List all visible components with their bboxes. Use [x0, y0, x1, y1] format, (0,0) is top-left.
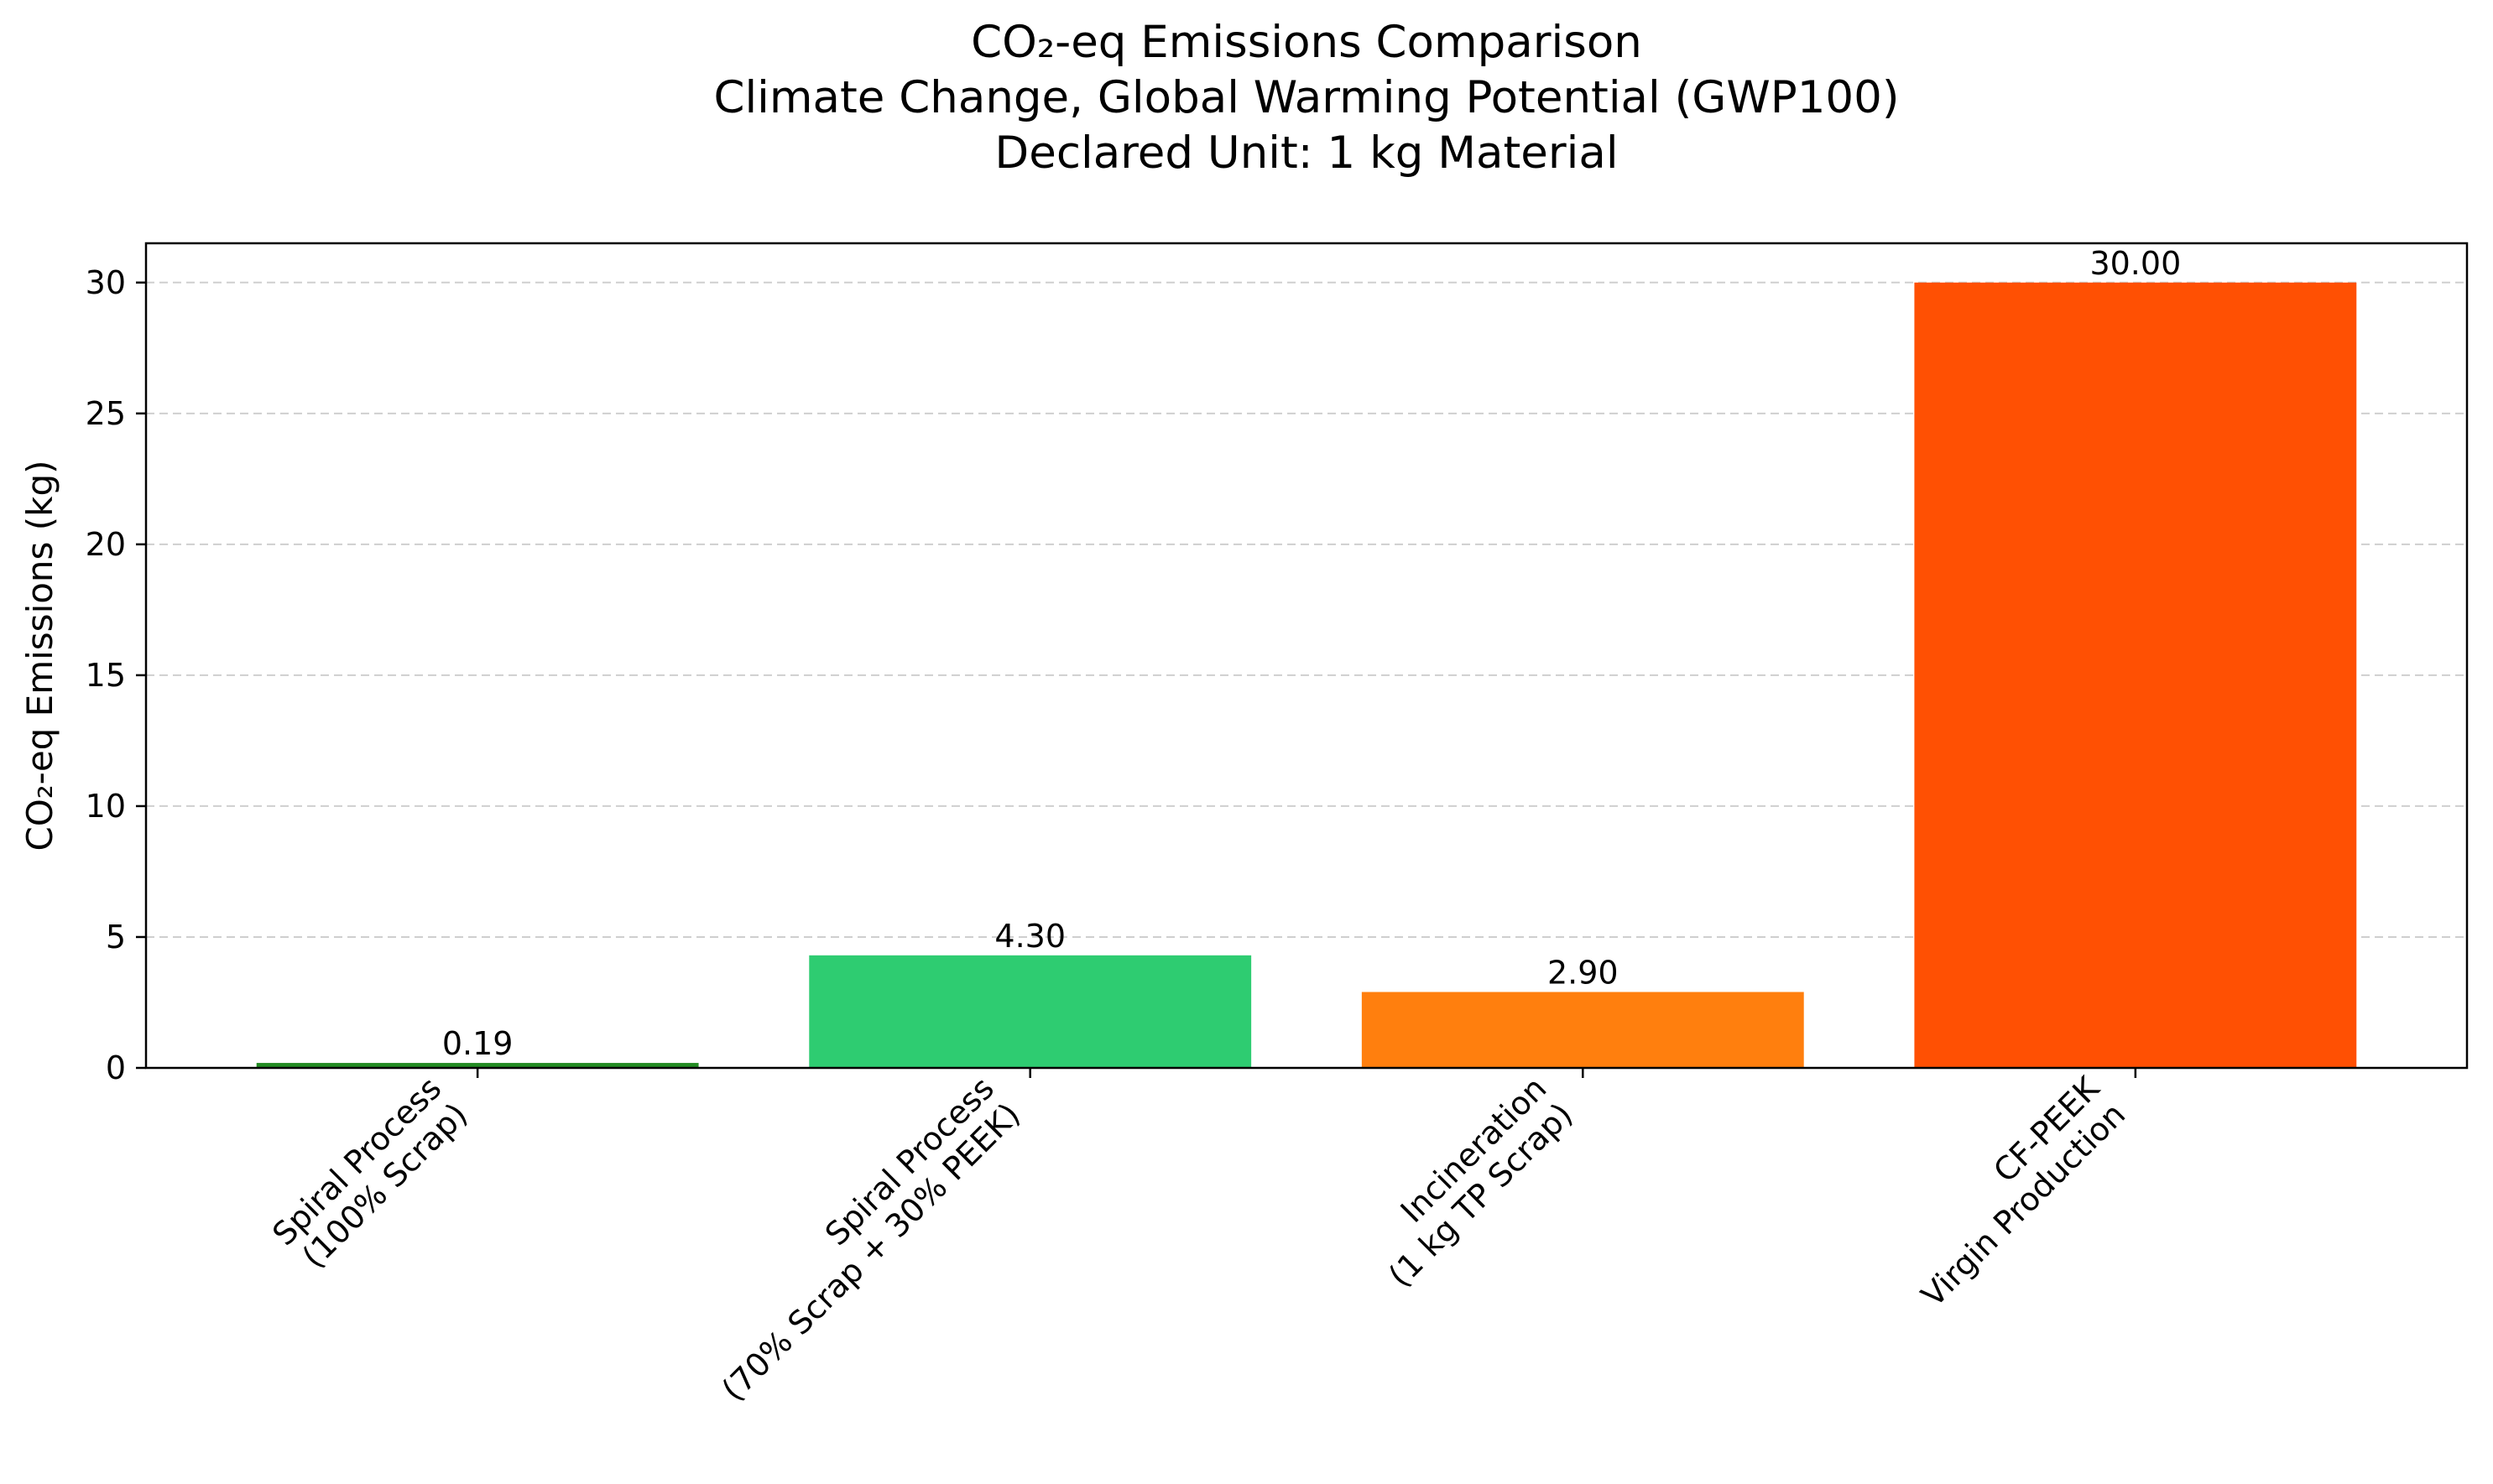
x-tick-label: Incineration(1 kg TP Scrap)	[1355, 1070, 1580, 1294]
bar	[1361, 992, 1804, 1068]
y-tick-label: 20	[86, 526, 126, 563]
y-tick-label: 15	[86, 657, 126, 694]
y-tick-label: 25	[86, 395, 126, 432]
x-tick-label: Spiral Process(100% Scrap)	[265, 1070, 474, 1278]
y-tick-label: 10	[86, 788, 126, 825]
bar-value-label: 0.19	[442, 1025, 514, 1062]
chart-title-line: CO₂-eq Emissions Comparison	[971, 17, 1642, 68]
chart-title-line: Declared Unit: 1 kg Material	[994, 128, 1618, 179]
bar-value-label: 2.90	[1547, 955, 1619, 992]
x-axis: Spiral Process(100% Scrap) Spiral Process…	[265, 1068, 2137, 1408]
y-axis-label: CO₂-eq Emissions (kg)	[19, 460, 60, 851]
chart-title-line: Climate Change, Global Warming Potential…	[713, 72, 1899, 123]
bar-value-label: 30.00	[2089, 245, 2181, 282]
plot-frame	[144, 242, 2469, 1070]
x-tick-label-line: (70% Scrap + 30% PEEK)	[715, 1096, 1027, 1408]
x-tick-label: Spiral Process(70% Scrap + 30% PEEK)	[689, 1070, 1028, 1408]
bar	[256, 1063, 699, 1068]
y-tick-label: 30	[86, 264, 126, 301]
y-tick-label: 5	[106, 919, 126, 955]
bar-value-label: 4.30	[994, 918, 1066, 955]
x-tick-label: CF-PEEKVirgin Production	[1888, 1069, 2133, 1314]
bar	[809, 955, 1252, 1068]
y-axis: 0 5 10 15 20 25 30	[86, 264, 146, 1086]
bars	[256, 282, 2357, 1068]
value-labels: 0.19 4.30 2.90 30.00	[442, 245, 2181, 1062]
bar	[1914, 282, 2357, 1068]
y-tick-label: 0	[106, 1049, 126, 1086]
